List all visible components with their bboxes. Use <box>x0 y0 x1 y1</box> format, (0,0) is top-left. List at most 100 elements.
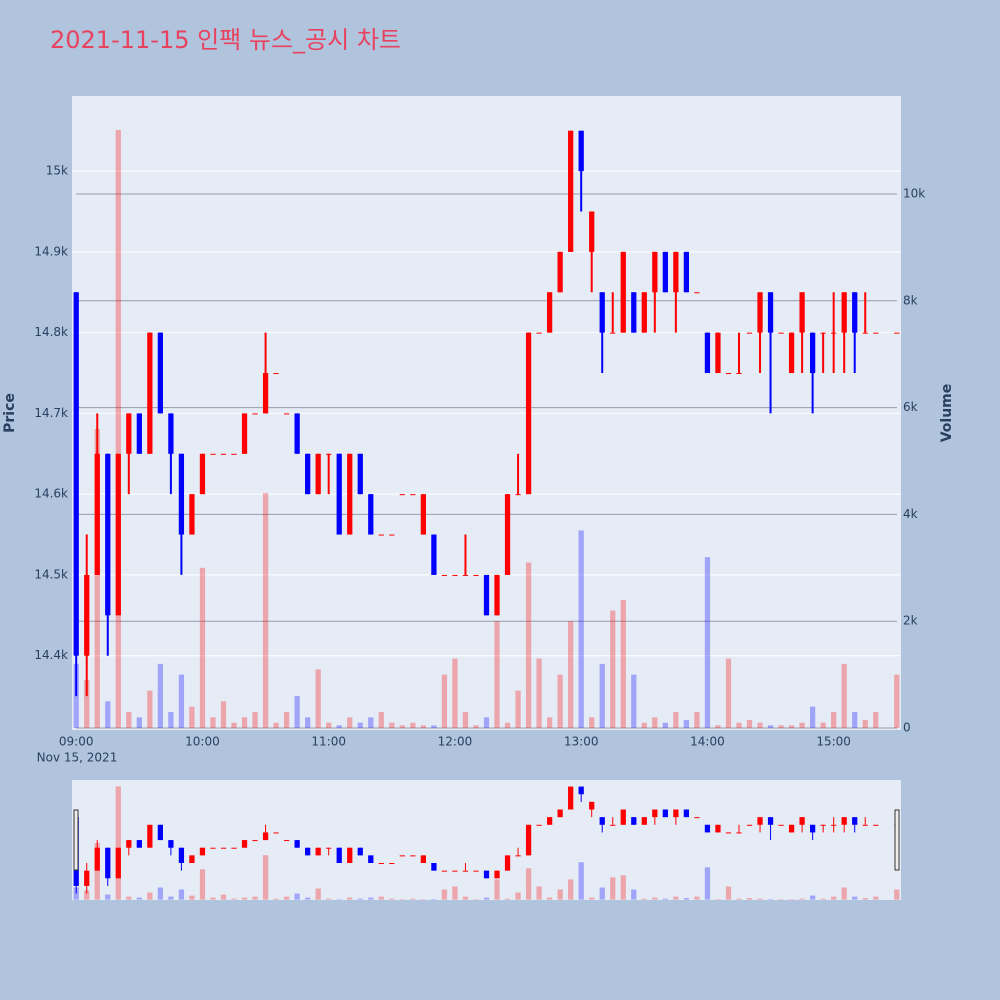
volume-bar <box>241 717 248 729</box>
candle-body <box>105 453 111 616</box>
candle-body <box>725 832 732 834</box>
candle-body <box>294 840 300 848</box>
candle-body <box>283 840 290 842</box>
candle-body <box>831 824 837 826</box>
volume-bar <box>210 897 216 900</box>
volume-bar <box>399 725 405 729</box>
candle-body <box>220 847 227 849</box>
candle-body <box>410 855 416 857</box>
volume-bar <box>147 690 153 729</box>
range-slider[interactable] <box>72 780 901 900</box>
candle-body <box>462 870 469 872</box>
volume-bar <box>273 898 279 900</box>
y-tick-label: 15k <box>46 164 68 178</box>
y2-tick-label: 2k <box>903 614 918 628</box>
volume-bar <box>662 898 668 900</box>
candle-body <box>84 870 90 886</box>
volume-bar <box>504 722 511 729</box>
volume-bar <box>178 889 185 900</box>
volume-bar <box>199 869 206 900</box>
candle-body <box>273 373 279 375</box>
x-tick-label: 13:00 <box>564 735 599 749</box>
candle-body <box>326 847 332 849</box>
volume-bar <box>115 129 121 729</box>
volume-bar <box>799 898 805 900</box>
candle-body <box>368 855 374 864</box>
candle-body <box>347 847 353 864</box>
candle-body <box>873 332 879 334</box>
volume-bar <box>452 658 458 729</box>
candle-body <box>441 574 448 576</box>
volume-bar <box>778 725 784 729</box>
x-tick-label: 12:00 <box>438 735 473 749</box>
candle-body <box>841 817 847 825</box>
volume-bar <box>199 567 206 729</box>
volume-bar <box>462 712 469 729</box>
volume-bar <box>178 674 185 729</box>
candle-body <box>431 534 437 575</box>
candle-body <box>252 840 258 842</box>
volume-bar <box>568 621 574 729</box>
candle-body <box>873 824 879 826</box>
volume-bar <box>315 669 321 729</box>
volume-bar <box>399 899 405 900</box>
candle-body <box>336 847 342 864</box>
candle-body <box>494 870 500 879</box>
candle-body <box>157 332 164 414</box>
volume-bar <box>578 862 584 900</box>
candle-body <box>652 251 658 293</box>
volume-bar <box>241 897 248 900</box>
candle-body <box>715 332 721 374</box>
volume-bar <box>410 722 416 729</box>
candle-body <box>620 251 626 333</box>
volume-bar <box>441 889 448 900</box>
candle-body <box>788 824 795 833</box>
volume-bar <box>746 720 753 729</box>
volume-bar <box>788 899 795 900</box>
candle-body <box>494 574 500 616</box>
volume-bar <box>599 887 605 900</box>
volume-bar <box>589 897 595 900</box>
candle-body <box>546 292 553 333</box>
candle-body <box>483 870 490 879</box>
volume-bar <box>546 897 553 900</box>
y2-tick-label: 10k <box>903 186 925 200</box>
volume-bar <box>262 493 269 729</box>
candle-body <box>631 292 637 333</box>
volume-bar <box>357 722 363 729</box>
range-handle <box>894 809 900 871</box>
y-tick-label: 14.4k <box>34 648 68 662</box>
x-tick-label: 11:00 <box>311 735 346 749</box>
volume-bar <box>273 722 279 729</box>
candle-body <box>504 855 511 871</box>
volume-bar <box>652 897 658 900</box>
volume-bar <box>862 898 868 900</box>
volume-bar <box>336 725 342 729</box>
candle-body <box>315 847 321 856</box>
volume-bar <box>704 557 711 729</box>
volume-bar <box>820 722 826 729</box>
candle-body <box>431 863 437 871</box>
candle-body <box>452 870 458 872</box>
volume-bar <box>357 898 363 900</box>
volume-bar <box>441 674 448 729</box>
candle-body <box>809 332 816 374</box>
candle-body <box>168 840 174 848</box>
volume-bar <box>305 897 311 900</box>
y-tick-label: 14.9k <box>34 244 68 258</box>
candle-body <box>136 413 142 454</box>
candle-body <box>767 292 774 333</box>
volume-bar <box>126 712 132 729</box>
volume-bar <box>652 717 658 729</box>
candle-body <box>389 534 395 536</box>
volume-bar <box>252 896 258 900</box>
volume-bar <box>473 899 479 900</box>
candle-body <box>536 332 542 334</box>
candle-body <box>820 332 826 334</box>
x-tick-label: 14:00 <box>690 735 725 749</box>
volume-bar <box>189 895 195 900</box>
volume-bar <box>809 706 816 729</box>
volume-bar <box>220 701 227 729</box>
candle-body <box>662 809 668 818</box>
candle-body <box>105 847 111 879</box>
